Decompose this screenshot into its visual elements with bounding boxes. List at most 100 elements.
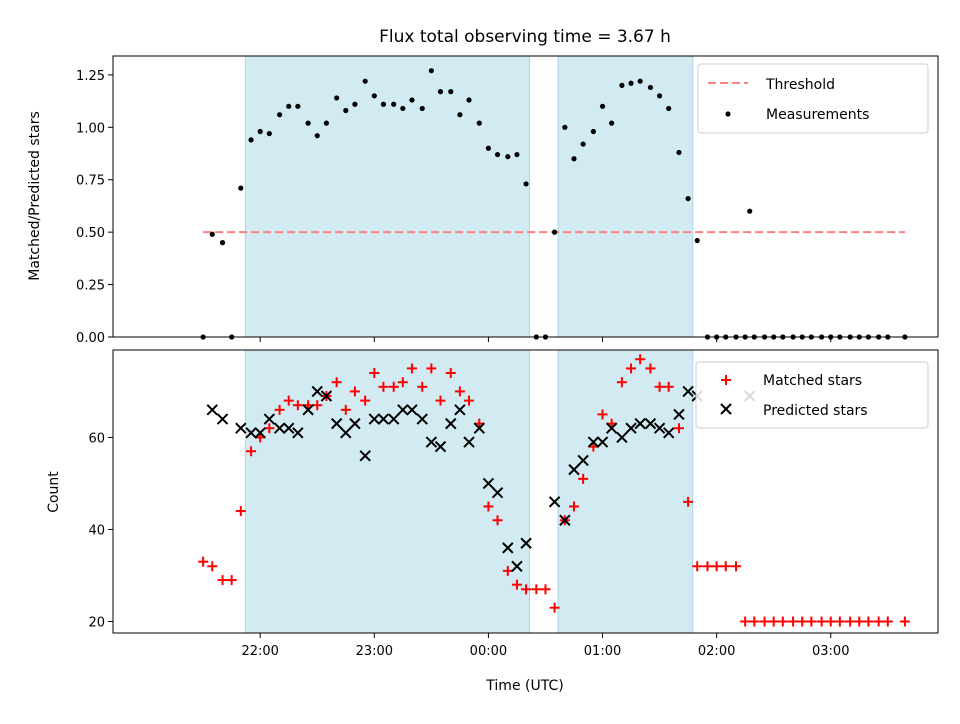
matched-star-point: [568, 501, 579, 512]
marker-stroke: [254, 427, 266, 439]
measurement-point: [238, 185, 244, 191]
bottom-panel: 20 40 60 22:00 23:00 00:00 01:00 02:00 03:00 Co…: [46, 349, 939, 694]
legend-measurements-swatch: [725, 111, 731, 117]
predicted-star-point: [559, 514, 571, 526]
x-tick-label: 22:00: [241, 644, 278, 659]
x-tick-label: 00:00: [470, 644, 507, 659]
measurement-point: [523, 181, 529, 187]
predicted-star-point: [577, 454, 589, 467]
matched-star-point: [854, 616, 865, 627]
measurement-point: [656, 93, 663, 99]
marker-stroke: [320, 390, 333, 402]
matched-star-point: [845, 616, 856, 627]
predicted-star-point: [425, 436, 438, 448]
predicted-star-point: [616, 431, 628, 444]
predicted-star-point: [653, 422, 666, 434]
measurement-point: [747, 208, 753, 214]
matched-star-point: [683, 496, 694, 507]
marker-stroke: [682, 385, 694, 398]
predicted-star-point: [634, 417, 646, 430]
predicted-star-point: [568, 463, 580, 476]
top-panel: 0.00 0.25 0.50 0.75 1.00 1.25 Matched/Predict…: [27, 55, 939, 346]
matched-star-point: [435, 395, 446, 406]
matched-star-point: [882, 616, 893, 627]
marker-stroke: [445, 417, 457, 430]
y-tick-label: 0.50: [76, 226, 105, 241]
marker-stroke: [559, 514, 571, 526]
marker-stroke: [425, 436, 438, 448]
predicted-star-point: [235, 422, 247, 434]
y-tick-label: 40: [88, 523, 105, 538]
matched-star-point: [521, 584, 532, 595]
matched-star-point: [740, 616, 751, 627]
x-tick-label: 01:00: [584, 644, 621, 659]
measurement-point: [448, 89, 454, 95]
bottom-y-axis-label: Count: [46, 471, 62, 513]
measurement-point: [409, 97, 415, 103]
predicted-star-point: [491, 486, 504, 499]
marker-stroke: [548, 496, 561, 508]
matched-star-point: [274, 404, 285, 415]
measurement-point: [647, 84, 654, 91]
measurement-point: [276, 112, 283, 118]
marker-stroke: [662, 427, 675, 439]
measurement-point: [694, 237, 700, 244]
matched-star-point: [454, 386, 465, 397]
predicted-star-point: [216, 413, 229, 425]
marker-stroke: [511, 560, 523, 572]
matched-star-point: [492, 515, 503, 526]
marker-stroke: [454, 404, 466, 416]
measurement-point: [590, 128, 596, 135]
measurement-point: [571, 156, 577, 162]
measurement-point: [219, 240, 226, 246]
predicted-star-point: [434, 440, 447, 453]
matched-star-point: [635, 354, 646, 365]
marker-stroke: [340, 427, 352, 439]
predicted-star-point: [662, 427, 675, 439]
predicted-star-point: [340, 427, 352, 439]
predicted-star-point: [548, 496, 561, 508]
x-axis-label: Time (UTC): [485, 678, 563, 694]
measurement-point: [514, 151, 520, 158]
predicted-star-point: [397, 404, 409, 416]
chart-title: Flux total observing time = 3.67 h: [379, 27, 671, 47]
matched-star-point: [616, 377, 627, 388]
marker-stroke: [283, 422, 295, 434]
matched-star-point: [759, 616, 770, 627]
matched-star-point: [731, 561, 742, 572]
marker-stroke: [587, 436, 600, 448]
matched-star-point: [406, 363, 417, 374]
matched-star-point: [340, 404, 351, 415]
predicted-star-point: [311, 385, 323, 398]
matched-star-point: [464, 395, 475, 406]
predicted-star-point: [673, 408, 685, 421]
bottom-panel-shading: [244, 349, 694, 634]
matched-star-point: [873, 616, 884, 627]
matched-star-point: [692, 561, 703, 572]
measurement-point: [494, 151, 501, 158]
top-panel-frame: [112, 55, 939, 338]
predicted-star-point: [406, 404, 418, 416]
predicted-star-point: [625, 422, 637, 434]
measurement-point: [257, 128, 263, 135]
matched-star-point: [663, 381, 674, 392]
measurement-point: [286, 103, 292, 109]
x-tick-label: 03:00: [812, 644, 849, 659]
matched-star-point: [217, 575, 228, 586]
marker-stroke: [625, 422, 637, 434]
y-tick-label: 0.75: [76, 174, 105, 189]
marker-stroke: [302, 404, 314, 416]
measurement-point: [352, 101, 358, 107]
marker-stroke: [311, 385, 323, 398]
marker-stroke: [416, 413, 428, 425]
measurement-point: [314, 133, 320, 139]
measurement-point: [419, 105, 425, 112]
measurement-point: [505, 154, 511, 160]
predicted-star-point: [445, 417, 457, 430]
marker-stroke: [216, 413, 229, 425]
matched-star-point: [768, 616, 779, 627]
measurement-point: [437, 89, 444, 95]
predicted-star-point: [273, 422, 286, 434]
predicted-star-point: [520, 537, 532, 549]
measurement-point: [334, 95, 340, 101]
